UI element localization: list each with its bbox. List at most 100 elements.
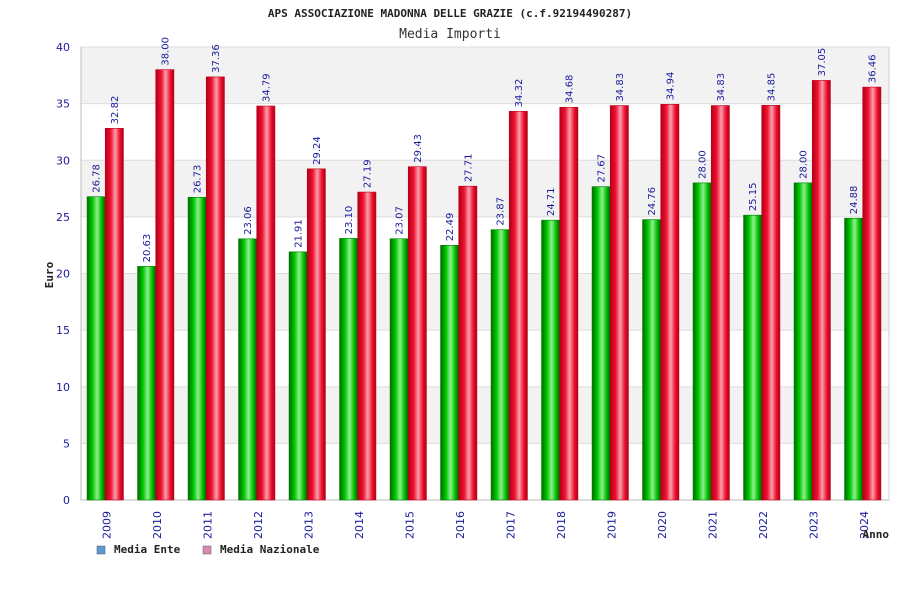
x-tick-label: 2024 [858,511,871,539]
data-label-media-nazionale-2012: 34.79 [261,73,272,102]
bar-media-ente-2022 [743,214,763,501]
x-axis-label: Anno [863,528,890,541]
x-axis-ticks: 2009 2010 2011 2012 2013 2014 2015 2016 2017 2018… [100,511,871,539]
y-tick-label: 5 [63,437,70,450]
x-tick-label: 2014 [353,511,366,539]
data-label-media-ente-2013: 21.91 [294,219,305,248]
x-tick-label: 2010 [151,511,164,539]
bar-media-ente-2015 [389,238,409,501]
bar-media-nazionale-2016 [458,185,478,501]
bar-media-nazionale-2019 [609,105,629,501]
data-label-media-ente-2015: 23.07 [395,206,406,235]
x-tick-label: 2016 [454,511,467,539]
bar-media-nazionale-2018 [559,106,579,501]
bar-media-ente-2014 [339,238,359,501]
x-tick-label: 2018 [555,511,568,539]
bar-media-nazionale-2020 [660,104,680,501]
x-tick-label: 2009 [100,511,113,539]
y-axis-label: Euro [43,261,56,288]
data-label-media-nazionale-2021: 34.83 [716,73,727,102]
bar-media-ente-2012 [238,238,258,501]
bar-media-ente-2019 [591,186,611,501]
data-label-media-ente-2023: 28.00 [799,150,810,179]
data-label-media-nazionale-2022: 34.85 [766,73,777,102]
data-label-media-ente-2019: 27.67 [597,154,608,183]
data-label-media-nazionale-2010: 38.00 [160,37,171,66]
x-tick-label: 2011 [201,511,214,539]
x-tick-label: 2021 [706,511,719,539]
data-label-media-nazionale-2009: 32.82 [110,96,121,125]
bar-media-ente-2011 [187,196,207,501]
x-tick-label: 2015 [403,511,416,539]
y-tick-label: 20 [56,268,70,281]
bar-media-ente-2009 [86,196,106,501]
bar-media-nazionale-2011 [205,76,225,501]
data-label-media-nazionale-2024: 36.46 [867,54,878,83]
bar-media-nazionale-2021 [710,105,730,501]
bar-media-ente-2021 [692,182,712,501]
bar-media-ente-2024 [844,217,864,501]
bar-media-ente-2013 [288,251,308,501]
bar-media-nazionale-2023 [811,80,831,501]
legend-swatch-media-ente [96,545,106,555]
data-label-media-ente-2024: 24.88 [849,186,860,215]
x-tick-label: 2017 [504,511,517,539]
data-label-media-ente-2021: 28.00 [698,150,709,179]
y-tick-label: 25 [56,211,70,224]
bar-media-nazionale-2015 [407,166,427,501]
data-label-media-ente-2014: 23.10 [344,206,355,235]
data-label-media-nazionale-2017: 34.32 [514,79,525,108]
data-label-media-nazionale-2020: 34.94 [665,72,676,101]
bar-media-nazionale-2017 [508,111,528,501]
legend-swatch-media-nazionale [202,545,212,555]
data-label-media-nazionale-2018: 34.68 [564,75,575,104]
data-label-media-nazionale-2015: 29.43 [413,134,424,163]
y-axis-ticks: 0 5 10 15 20 25 30 35 40 [56,41,70,507]
legend-label-media-nazionale: Media Nazionale [220,543,320,556]
data-label-media-nazionale-2016: 27.71 [463,154,474,183]
bar-media-nazionale-2022 [761,105,781,501]
y-tick-label: 15 [56,324,70,337]
x-tick-label: 2022 [757,511,770,539]
y-tick-label: 10 [56,381,70,394]
data-label-media-ente-2011: 26.73 [193,165,204,194]
chart-title: APS ASSOCIAZIONE MADONNA DELLE GRAZIE (c… [268,7,632,20]
data-label-media-nazionale-2014: 27.19 [362,159,373,188]
legend: Media Ente Media Nazionale [96,543,320,556]
y-tick-label: 40 [56,41,70,54]
data-labels: 26.78 32.82 20.63 38.00 26.73 37.36 23.06 34.79… [92,37,879,262]
legend-label-media-ente: Media Ente [114,543,181,556]
data-label-media-nazionale-2013: 29.24 [312,136,323,165]
bars [86,69,882,501]
x-tick-label: 2023 [807,511,820,539]
data-label-media-nazionale-2019: 34.83 [615,73,626,102]
y-tick-label: 0 [63,494,70,507]
bar-media-nazionale-2024 [862,86,882,501]
data-label-media-ente-2022: 25.15 [748,183,759,212]
x-tick-label: 2012 [252,511,265,539]
bar-media-ente-2018 [541,219,561,501]
data-label-media-ente-2010: 20.63 [142,234,153,263]
y-tick-label: 30 [56,154,70,167]
data-label-media-nazionale-2011: 37.36 [211,44,222,73]
bar-media-ente-2020 [642,219,662,501]
x-tick-label: 2020 [656,511,669,539]
data-label-media-nazionale-2023: 37.05 [817,48,828,77]
bar-media-ente-2016 [440,245,460,501]
y-tick-label: 35 [56,98,70,111]
data-label-media-ente-2012: 23.06 [243,206,254,235]
bar-media-nazionale-2012 [256,105,276,501]
bar-media-nazionale-2009 [104,128,124,501]
bar-media-ente-2010 [137,266,157,501]
bar-media-ente-2017 [490,229,510,501]
bar-media-nazionale-2010 [155,69,175,501]
data-label-media-ente-2018: 24.71 [546,188,557,217]
x-tick-label: 2013 [302,511,315,539]
bar-media-nazionale-2013 [306,168,326,501]
bar-media-nazionale-2014 [357,191,377,501]
bar-media-ente-2023 [793,182,813,501]
chart-subtitle: Media Importi [399,27,501,42]
data-label-media-ente-2009: 26.78 [92,164,103,193]
data-label-media-ente-2017: 23.87 [496,197,507,226]
